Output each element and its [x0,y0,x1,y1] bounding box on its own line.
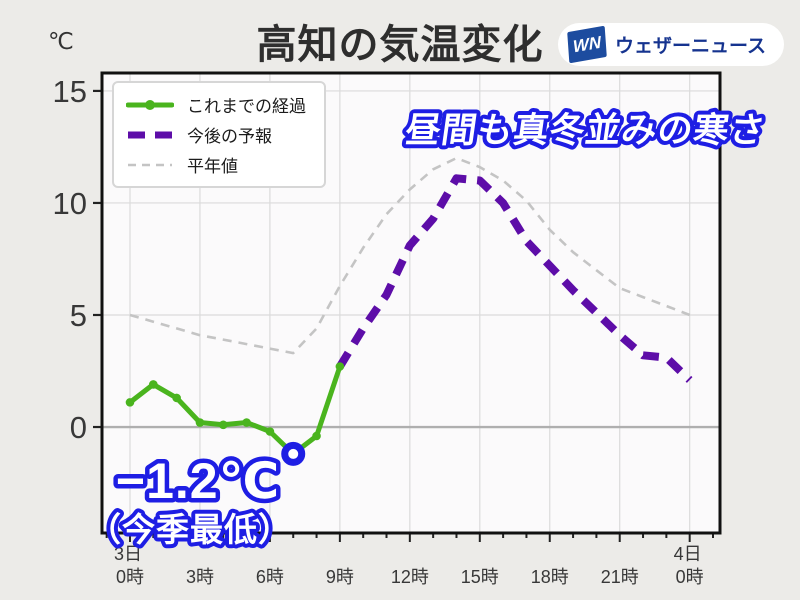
min-temp-annotation: −1.2℃ [116,453,280,509]
headline-annotation: 昼間も真冬並みの寒さ [403,111,768,150]
min-temp-note-annotation: （今季最低） [88,511,292,548]
chart-legend: これまでの経過 今後の予報平年値 [112,81,326,188]
x-tick-label: 0時 [116,567,144,587]
series-line-solid-marker [127,364,343,457]
series-line-dashed-thin [129,156,691,355]
legend-item-normal: 平年値 [126,151,306,178]
observed-point [242,418,251,427]
series-line-dashed-thick [336,174,693,383]
observed-point [195,418,205,427]
x-tick-date-label: 4日 [674,544,702,564]
x-tick-label: 9時 [326,567,354,587]
legend-label-forecast: 今後の予報 [187,127,272,146]
x-tick-label: 0時 [676,567,704,587]
x-tick-label: 21時 [601,567,639,587]
legend-label-observed: これまでの経過 [187,97,306,116]
observed-point [218,420,228,430]
weathernews-logo: WN ウェザーニュース [557,23,784,66]
plot-frame [100,71,722,535]
x-tick-label: 6時 [256,567,284,587]
legend-item-forecast: 今後の予報 [126,121,306,148]
observed-point [335,362,345,371]
green-solid-marker-icon [126,99,174,110]
x-tick-date-label: 3日 [114,544,142,564]
x-tick-label: 3時 [186,567,214,587]
observed-point [312,431,321,441]
y-tick-label: 5 [70,298,87,333]
y-tick-label: 10 [53,186,87,221]
logo-brand-text: ウェザーニュース [614,36,766,57]
y-axis-unit-label: ℃ [48,28,74,54]
observed-point [172,393,181,403]
x-tick-label: 12時 [391,567,429,587]
observed-point [149,380,158,389]
y-tick-label: 0 [70,410,87,445]
legend-label-normal: 平年値 [187,157,238,176]
x-tick-label: 18時 [531,567,569,587]
lowest-temp-marker [281,441,306,466]
wn-logo-mark-text: WN [572,32,602,56]
observed-point [125,398,135,407]
purple-dashed-icon [128,131,172,138]
wn-logo-icon: WN [567,25,607,64]
legend-item-observed: これまでの経過 [126,91,306,118]
y-tick-label: 15 [53,74,87,109]
page-title: 高知の気温変化 [256,23,544,67]
gray-dashed-icon [128,163,172,166]
observed-point [265,427,275,436]
x-tick-label: 15時 [461,567,499,587]
